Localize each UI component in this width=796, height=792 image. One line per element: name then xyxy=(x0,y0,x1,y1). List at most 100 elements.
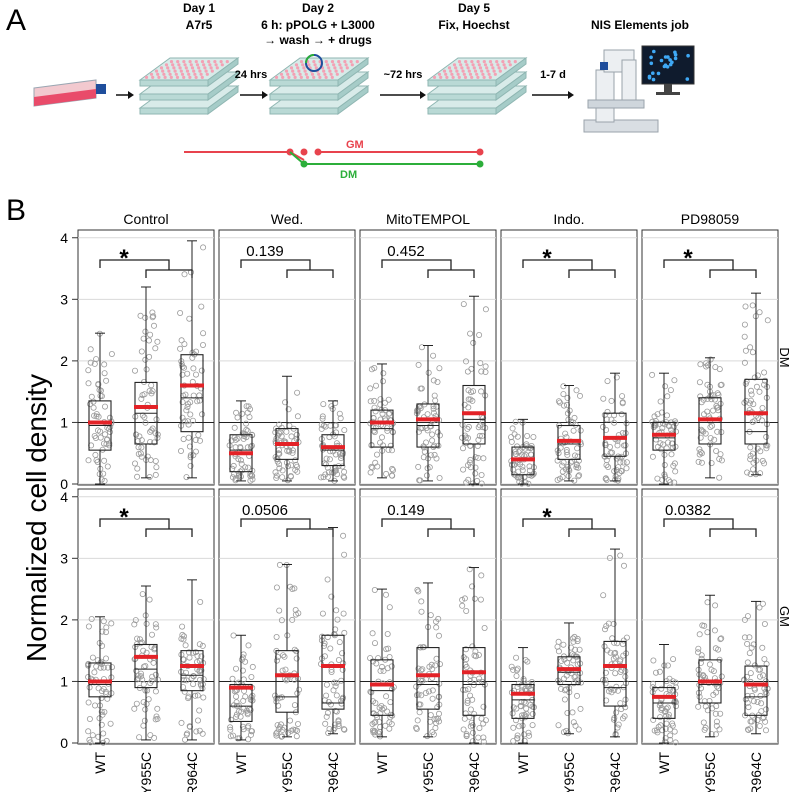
data-point xyxy=(323,681,330,688)
data-point xyxy=(234,435,241,442)
data-point xyxy=(193,728,200,735)
data-point xyxy=(423,472,430,479)
significance-bracket-inner xyxy=(145,269,193,278)
data-point xyxy=(320,401,327,408)
data-point xyxy=(741,321,748,328)
data-point xyxy=(754,717,761,724)
data-point xyxy=(240,697,247,704)
data-point xyxy=(560,641,567,648)
data-point xyxy=(153,713,160,720)
data-point xyxy=(134,465,141,472)
data-point xyxy=(669,722,676,729)
data-point xyxy=(103,655,110,662)
data-point xyxy=(747,456,754,463)
data-point xyxy=(754,699,761,706)
data-point xyxy=(371,364,378,371)
data-point xyxy=(339,463,346,470)
data-point xyxy=(672,468,679,475)
data-point xyxy=(335,721,342,728)
data-point xyxy=(520,677,527,684)
data-point xyxy=(91,360,98,367)
data-point xyxy=(185,400,192,407)
data-point xyxy=(697,361,704,368)
data-point xyxy=(180,636,187,643)
data-point xyxy=(762,377,769,384)
data-point xyxy=(369,727,376,734)
box-iqr xyxy=(134,643,158,689)
data-point xyxy=(179,623,186,630)
data-point xyxy=(285,729,292,736)
data-point xyxy=(104,463,111,470)
data-point xyxy=(101,370,108,377)
data-point xyxy=(761,656,768,663)
monitor-cell-dot xyxy=(651,71,655,75)
data-point xyxy=(292,457,299,464)
data-point xyxy=(416,709,423,716)
data-point xyxy=(98,476,105,483)
data-point xyxy=(751,374,758,381)
data-point xyxy=(198,303,205,310)
data-point xyxy=(476,432,483,439)
data-point xyxy=(178,719,185,726)
data-point xyxy=(559,468,566,475)
data-point xyxy=(417,677,424,684)
data-point xyxy=(278,433,285,440)
data-point xyxy=(664,393,671,400)
data-point xyxy=(673,703,680,710)
data-point xyxy=(415,588,422,595)
data-point xyxy=(415,428,422,435)
data-point xyxy=(574,692,581,699)
data-point xyxy=(228,716,235,723)
data-point xyxy=(245,736,252,743)
data-point xyxy=(106,442,113,449)
data-point xyxy=(708,666,715,673)
data-point xyxy=(432,397,439,404)
data-point xyxy=(430,352,437,359)
data-point xyxy=(558,685,565,692)
data-point xyxy=(236,735,243,742)
data-point xyxy=(187,462,194,469)
data-point xyxy=(436,661,443,668)
data-point xyxy=(85,457,92,464)
treatment-timeline xyxy=(184,148,484,168)
data-point xyxy=(418,598,425,605)
data-point xyxy=(714,404,721,411)
data-point xyxy=(233,711,240,718)
data-point xyxy=(177,345,184,352)
data-point xyxy=(276,465,283,472)
data-point xyxy=(293,655,300,662)
data-point xyxy=(658,685,665,692)
data-point xyxy=(181,418,188,425)
x-tick-label: Y955C xyxy=(138,752,154,792)
data-point xyxy=(429,431,436,438)
data-point xyxy=(277,429,284,436)
data-point xyxy=(760,672,767,679)
data-point xyxy=(378,434,385,441)
significance-label: 0.0506 xyxy=(242,502,288,519)
significance-bracket-outer xyxy=(663,259,734,270)
data-point xyxy=(707,435,714,442)
box-iqr xyxy=(603,640,627,707)
data-point xyxy=(227,733,234,740)
data-point xyxy=(415,701,422,708)
legend-gm: GM xyxy=(346,139,364,151)
data-point xyxy=(611,650,618,657)
data-point xyxy=(367,688,374,695)
data-point xyxy=(103,377,110,384)
data-point xyxy=(382,722,389,729)
data-point xyxy=(179,371,186,378)
data-point xyxy=(150,322,157,329)
data-point xyxy=(331,433,338,440)
data-point xyxy=(417,405,424,412)
data-point xyxy=(234,414,241,421)
y-tick-label: 2 xyxy=(60,612,68,628)
data-point xyxy=(474,442,481,449)
data-point xyxy=(665,477,672,484)
data-point xyxy=(335,463,342,470)
data-point xyxy=(523,710,530,717)
data-point xyxy=(432,618,439,625)
data-point xyxy=(282,666,289,673)
data-point xyxy=(333,692,340,699)
data-point xyxy=(463,608,470,615)
data-point xyxy=(276,607,283,614)
